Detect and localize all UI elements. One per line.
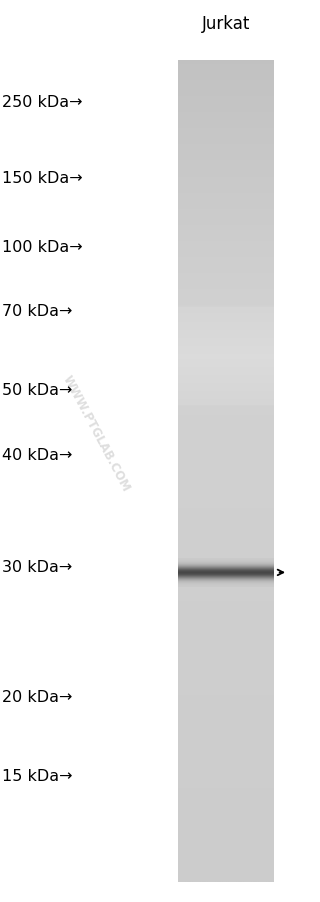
Text: 150 kDa→: 150 kDa→	[2, 171, 82, 186]
Text: Jurkat: Jurkat	[201, 15, 250, 33]
Text: 50 kDa→: 50 kDa→	[2, 382, 72, 397]
Text: 30 kDa→: 30 kDa→	[2, 559, 72, 574]
Text: WWW.PTGLAB.COM: WWW.PTGLAB.COM	[60, 373, 132, 493]
Text: 100 kDa→: 100 kDa→	[2, 240, 82, 254]
Text: 70 kDa→: 70 kDa→	[2, 304, 72, 318]
Text: 250 kDa→: 250 kDa→	[2, 95, 82, 109]
Text: 15 kDa→: 15 kDa→	[2, 769, 72, 783]
Text: 20 kDa→: 20 kDa→	[2, 689, 72, 704]
Text: 40 kDa→: 40 kDa→	[2, 447, 72, 462]
